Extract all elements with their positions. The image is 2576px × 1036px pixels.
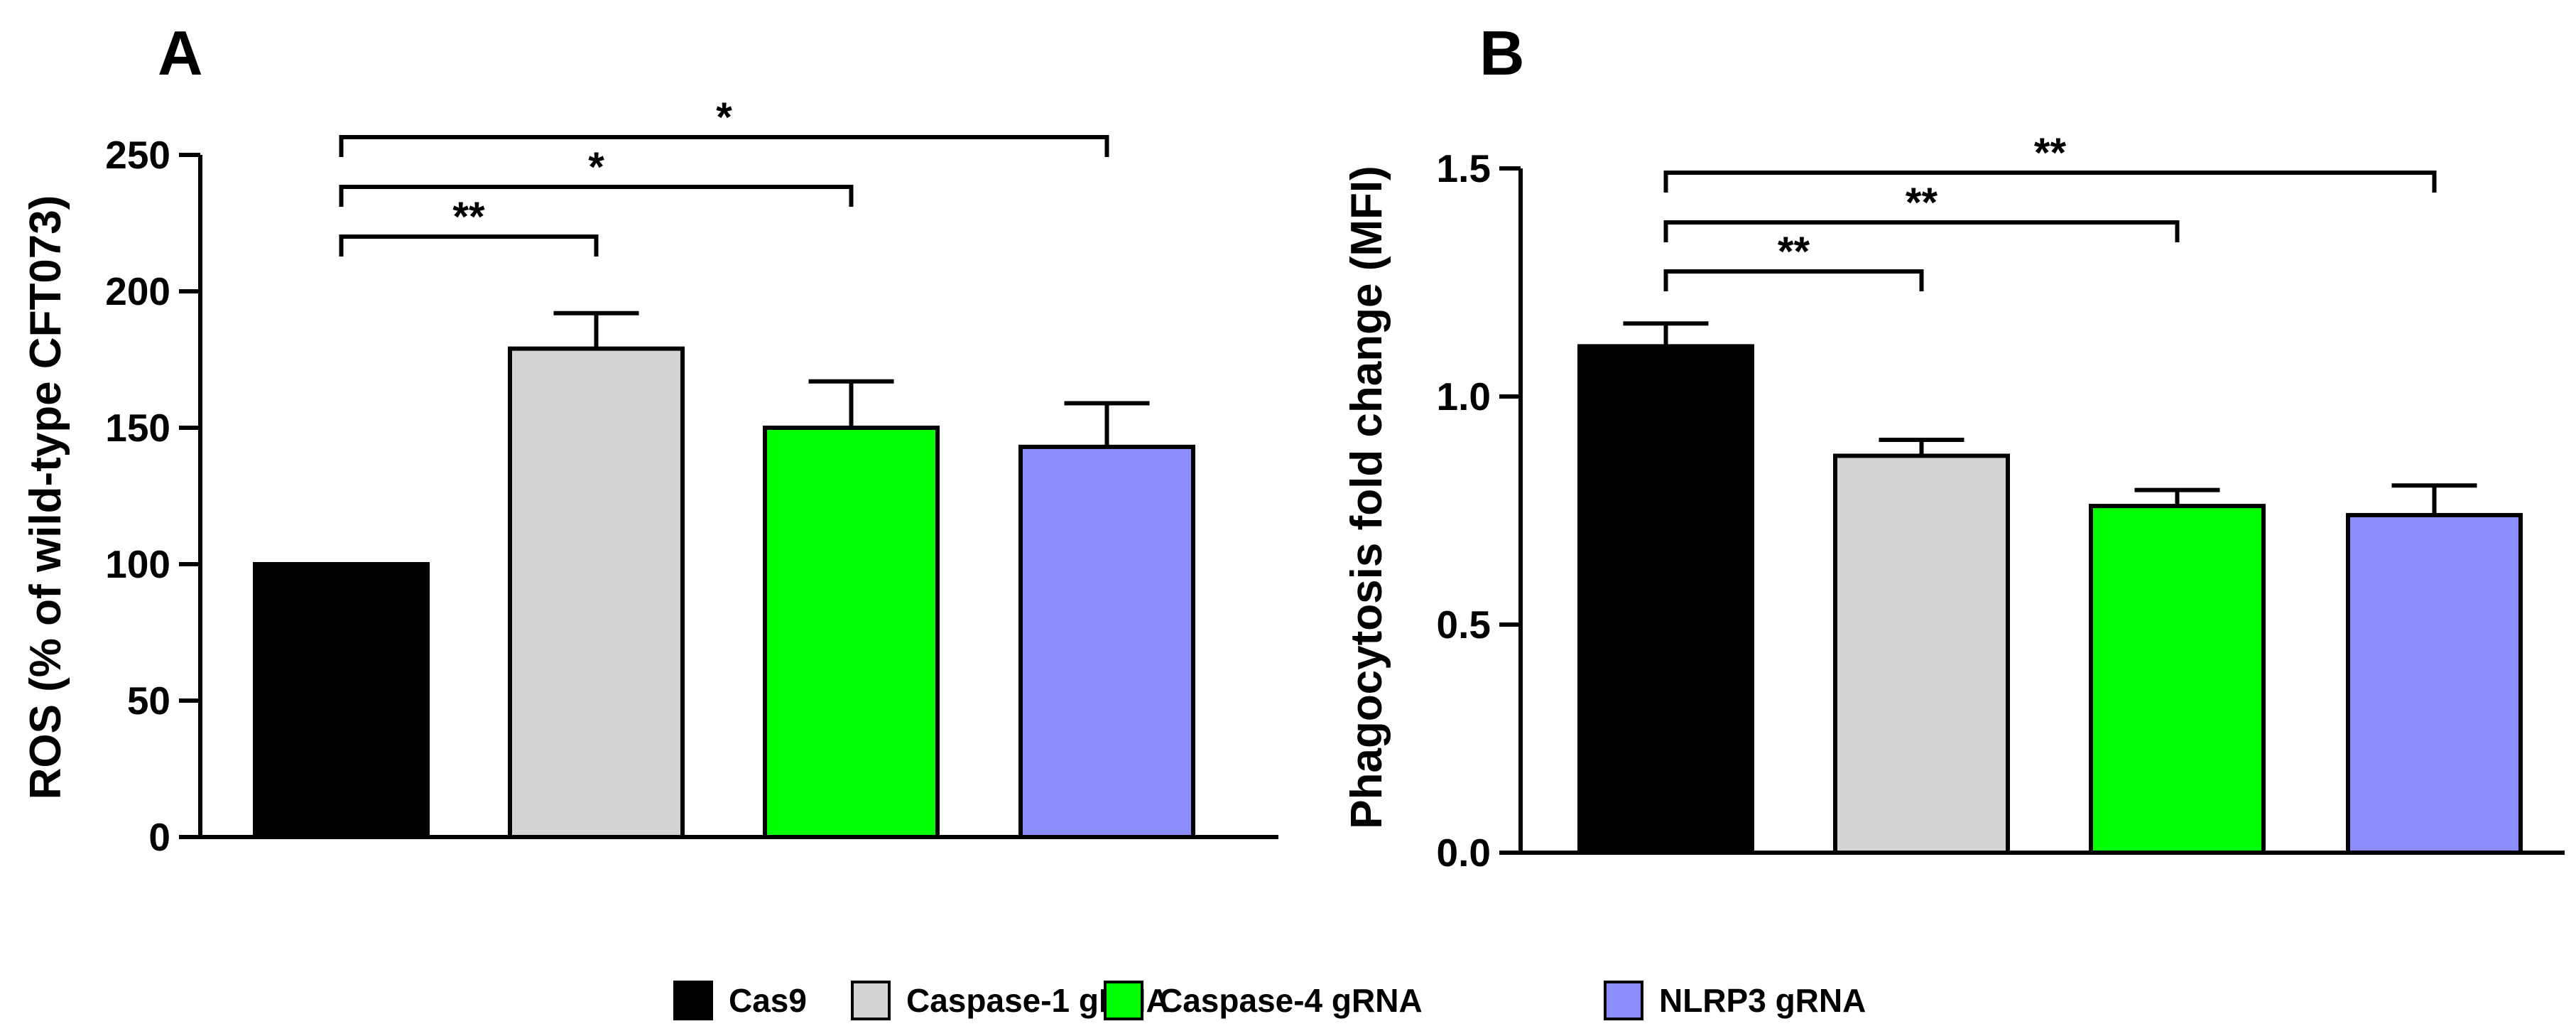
panel-a-significance-label-1: ** xyxy=(452,194,485,240)
panel-a-y-tick-label: 0 xyxy=(148,815,170,859)
legend-swatch-4 xyxy=(1604,981,1643,1020)
panel-a-bar-2 xyxy=(508,346,685,839)
panel-a-y-tick-label: 100 xyxy=(105,542,170,586)
panel-a-y-axis-title: ROS (% of wild-type CFT073) xyxy=(21,195,70,800)
panel-b-significance-label-3: ** xyxy=(2034,130,2067,176)
legend-label-3: Caspase-4 gRNA xyxy=(1159,982,1423,1019)
panel-b-significance-bracket-3 xyxy=(1663,171,2437,193)
panel-b-bar-2 xyxy=(1833,453,2010,855)
panel-a-bar-4 xyxy=(1018,444,1195,839)
legend-label-1: Cas9 xyxy=(729,982,807,1019)
legend-label-4: NLRP3 gRNA xyxy=(1659,982,1866,1019)
panel-b-letter: B xyxy=(1479,18,1525,88)
panel-b-chart: B Phagocytosis fold change (MFI) 0.0 0.5 1.0… xyxy=(1342,18,2565,875)
panel-a-y-tick-label: 50 xyxy=(127,679,170,723)
panel-b-bar-1 xyxy=(1577,344,1754,855)
panel-a-significance-bracket-1 xyxy=(339,234,599,257)
panel-a-letter: A xyxy=(158,18,203,88)
panel-b-y-tick-label: 0.0 xyxy=(1437,831,1491,875)
panel-b-y-tick-label: 1.5 xyxy=(1437,146,1491,190)
panel-b-y-tick-label: 1.0 xyxy=(1437,374,1491,419)
panel-a-significance-label-2: * xyxy=(588,144,604,190)
panel-b-y-tick-label: 0.5 xyxy=(1437,603,1491,647)
panel-b-significance-label-1: ** xyxy=(1778,229,1810,275)
panel-a-chart: A ROS (% of wild-type CFT073) 0 50 100 150 200… xyxy=(21,18,1278,859)
panel-b-significance-label-2: ** xyxy=(1906,180,1938,226)
panel-a-y-tick-label: 250 xyxy=(105,133,170,177)
panel-a-significance-bracket-3 xyxy=(339,135,1109,157)
panel-b-bar-3 xyxy=(2089,504,2266,856)
legend-swatch-2 xyxy=(851,981,891,1020)
panel-a-bar-1 xyxy=(253,562,430,839)
panel-b-bar-4 xyxy=(2346,512,2523,855)
panel-a-y-tick-label: 200 xyxy=(105,269,170,313)
legend-swatch-3 xyxy=(1104,981,1143,1020)
legend-swatch-1 xyxy=(673,981,713,1020)
panel-a-significance-label-3: * xyxy=(716,95,732,141)
panel-a-y-tick-label: 150 xyxy=(105,406,170,450)
panel-b-significance-bracket-2 xyxy=(1663,220,2180,242)
panel-b-y-axis-title: Phagocytosis fold change (MFI) xyxy=(1342,166,1391,829)
panel-a-bar-3 xyxy=(763,426,940,839)
panel-a-significance-bracket-2 xyxy=(339,185,854,207)
panel-b-significance-bracket-1 xyxy=(1663,269,1924,291)
